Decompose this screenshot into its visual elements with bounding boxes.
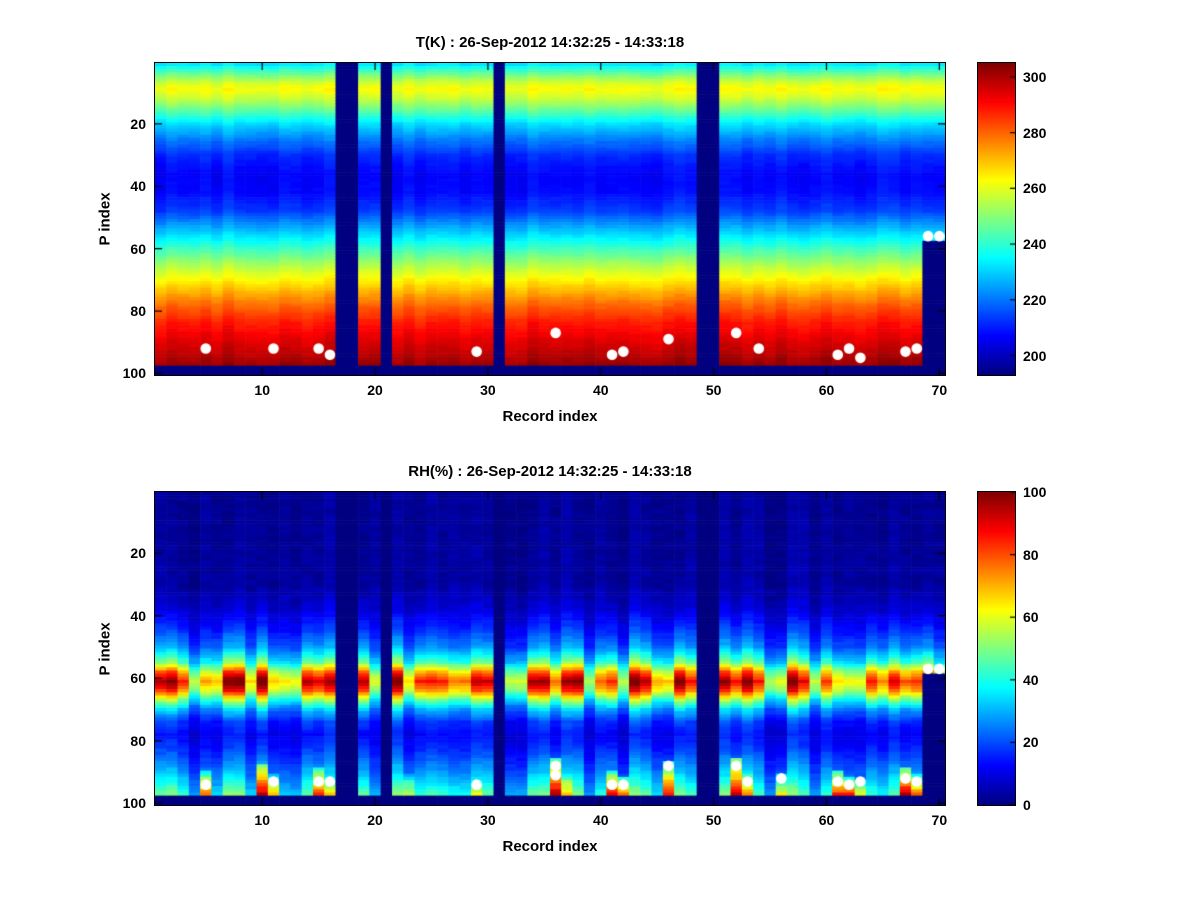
humidity-heatmap-canvas — [154, 491, 946, 806]
x-tick-label: 70 — [931, 382, 948, 398]
colorbar-tick-label: 80 — [1023, 546, 1039, 563]
y-tick-label: 20 — [130, 115, 146, 132]
colorbar-tick-label: 100 — [1023, 484, 1047, 500]
x-tick-label: 40 — [592, 382, 609, 398]
x-tick-label: 70 — [931, 812, 948, 828]
x-tick-label: 50 — [705, 382, 722, 398]
colorbar-tick-label: 300 — [1023, 68, 1047, 85]
colorbar-tick-label: 20 — [1023, 734, 1039, 751]
y-tick-label: 40 — [130, 607, 146, 624]
x-tick-label: 50 — [705, 812, 722, 828]
y-tick-label: 80 — [130, 303, 146, 320]
temperature-heatmap-canvas — [154, 62, 946, 376]
x-tick-label: 10 — [254, 812, 270, 828]
y-tick-label: 60 — [130, 670, 146, 687]
humidity-y-axis-label: P index — [96, 621, 114, 676]
colorbar-tick-label: 280 — [1023, 124, 1047, 141]
x-tick-label: 20 — [367, 382, 383, 398]
colorbar-tick-label: 220 — [1023, 291, 1047, 308]
humidity-title: RH(%) : 26-Sep-2012 14:32:25 - 14:33:18 — [408, 463, 692, 480]
temperature-colorbar-canvas — [977, 62, 1016, 376]
temperature-title: T(K) : 26-Sep-2012 14:32:25 - 14:33:18 — [415, 34, 685, 51]
x-tick-label: 20 — [367, 812, 383, 828]
humidity-colorbar-canvas — [977, 491, 1016, 806]
colorbar-tick-label: 260 — [1023, 180, 1047, 197]
y-tick-label: 100 — [122, 365, 146, 382]
y-tick-label: 40 — [130, 178, 146, 195]
colorbar-tick-label: 240 — [1023, 236, 1047, 253]
y-tick-label: 80 — [130, 732, 146, 749]
colorbar-tick-label: 60 — [1023, 609, 1039, 626]
temperature-x-axis-label: Record index — [502, 408, 598, 425]
colorbar-tick-label: 0 — [1023, 797, 1031, 813]
x-tick-label: 60 — [818, 382, 835, 398]
y-tick-label: 100 — [122, 795, 146, 812]
y-tick-label: 60 — [130, 240, 146, 257]
x-tick-label: 60 — [818, 812, 835, 828]
colorbar-tick-label: 200 — [1023, 347, 1047, 364]
x-tick-label: 40 — [592, 812, 609, 828]
y-tick-label: 20 — [130, 545, 146, 562]
humidity-x-axis-label: Record index — [502, 838, 598, 855]
x-tick-label: 30 — [480, 812, 496, 828]
colorbar-tick-label: 40 — [1023, 671, 1039, 688]
x-tick-label: 30 — [480, 382, 496, 398]
x-tick-label: 10 — [254, 382, 270, 398]
